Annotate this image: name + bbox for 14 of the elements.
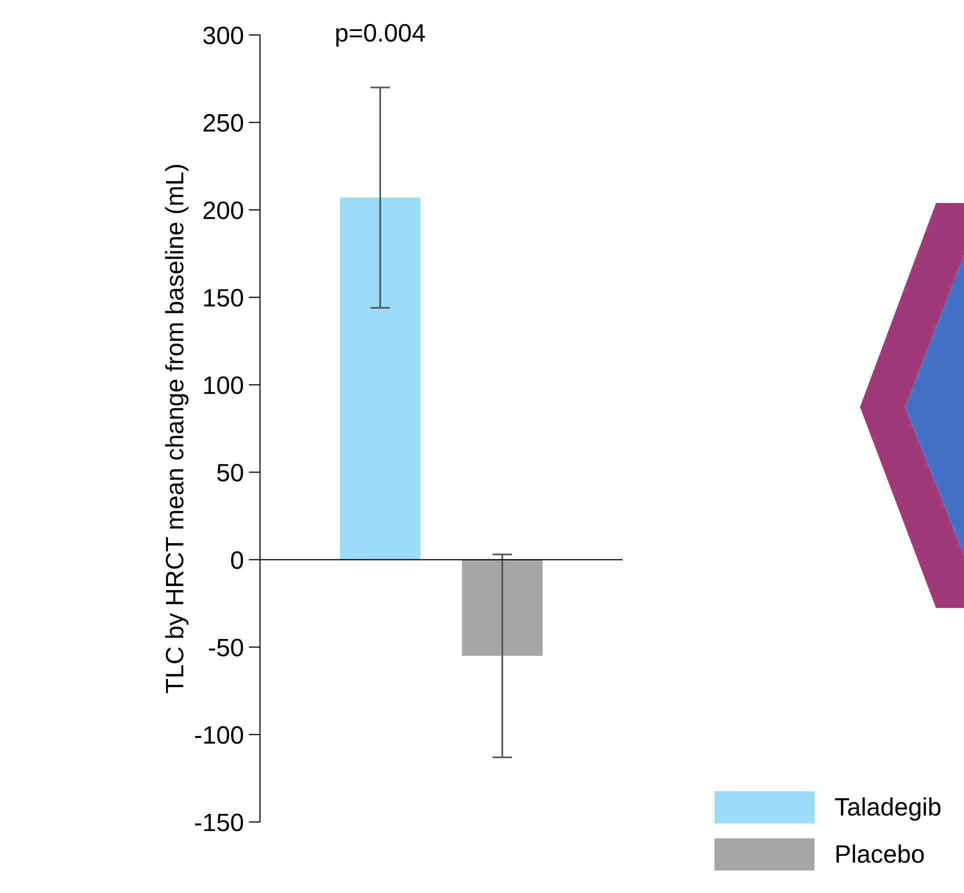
y-tick-label: 0 — [231, 551, 244, 569]
y-tick-label: 200 — [204, 201, 244, 220]
y-tick-label: 300 — [203, 26, 244, 44]
y-tick-label: -150 — [195, 814, 244, 832]
y-tick-label: 150 — [204, 288, 244, 307]
y-tick-label: 250 — [204, 114, 244, 132]
y-tick-label: -50 — [209, 638, 244, 656]
y-axis-title: TLC by HRCT mean change from baseline (mL) — [165, 164, 188, 694]
y-tick-label: -100 — [195, 726, 244, 744]
y-tick-label: 100 — [204, 376, 244, 394]
legend-label: Taladegib — [835, 797, 940, 821]
y-tick-label: 50 — [217, 464, 244, 482]
legend-label: Placebo — [836, 844, 924, 863]
annotation: p=0.004 — [336, 24, 425, 47]
